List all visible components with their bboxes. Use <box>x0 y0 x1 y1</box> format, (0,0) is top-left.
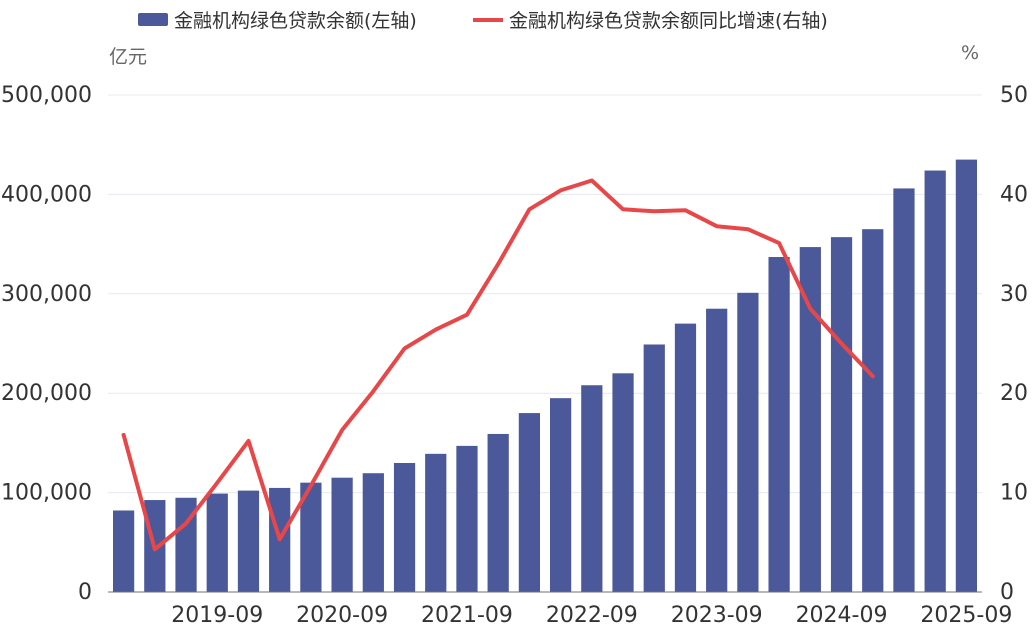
bar <box>175 497 197 592</box>
bar <box>331 477 353 592</box>
legend-line-label: 金融机构绿色贷款余额同比增速(右轴) <box>509 10 828 32</box>
y-left-tick-label: 200,000 <box>1 381 92 406</box>
x-tick-label: 2023-09 <box>671 603 763 628</box>
bar <box>300 482 322 592</box>
x-tick-label: 2025-09 <box>920 603 1012 628</box>
bar <box>237 490 260 592</box>
legend-item-line[interactable]: 金融机构绿色贷款余额同比增速(右轴) <box>473 6 828 33</box>
bar <box>706 308 728 592</box>
x-tick-label: 2022-09 <box>546 603 638 628</box>
legend-bar-swatch <box>138 13 168 26</box>
left-axis-unit: 亿元 <box>109 46 148 68</box>
bar <box>799 247 821 592</box>
bar <box>955 159 978 593</box>
y-right-tick-label: 0 <box>1000 580 1014 605</box>
x-tick-label: 2021-09 <box>421 603 513 628</box>
bar <box>893 188 915 592</box>
y-right-tick-label: 10 <box>1000 481 1028 506</box>
y-right-tick-label: 40 <box>1000 182 1028 207</box>
y-left-tick-label: 400,000 <box>1 182 92 207</box>
y-right-tick-label: 50 <box>1000 83 1028 108</box>
bar <box>643 344 665 592</box>
right-axis-unit: % <box>961 42 980 64</box>
legend-item-bar[interactable]: 金融机构绿色贷款余额(左轴) <box>138 6 417 33</box>
bar <box>206 493 228 592</box>
bar <box>393 462 416 592</box>
x-tick-label: 2024-09 <box>796 603 888 628</box>
y-left-tick-label: 100,000 <box>1 481 92 506</box>
bar <box>487 433 509 592</box>
bar <box>737 292 759 592</box>
legend-line-swatch <box>473 17 503 22</box>
bar <box>862 229 884 592</box>
x-tick-label: 2019-09 <box>171 603 263 628</box>
bar <box>581 385 603 592</box>
bar <box>830 237 853 592</box>
bar <box>612 373 634 592</box>
x-tick-label: 2020-09 <box>296 603 388 628</box>
bar <box>674 323 697 592</box>
y-left-tick-label: 500,000 <box>1 83 92 108</box>
bar <box>425 453 447 592</box>
y-right-tick-label: 30 <box>1000 282 1028 307</box>
bar <box>112 510 135 592</box>
y-left-tick-label: 300,000 <box>1 282 92 307</box>
bar <box>456 445 478 592</box>
y-left-tick-label: 0 <box>78 580 92 605</box>
bar <box>362 473 384 592</box>
bar <box>768 257 790 592</box>
legend-bar-label: 金融机构绿色贷款余额(左轴) <box>174 10 417 32</box>
bar <box>924 170 946 592</box>
bar <box>549 398 572 592</box>
bar <box>518 413 541 592</box>
legend: 金融机构绿色贷款余额(左轴) 金融机构绿色贷款余额同比增速(右轴) <box>0 6 1032 34</box>
y-right-tick-label: 20 <box>1000 381 1028 406</box>
